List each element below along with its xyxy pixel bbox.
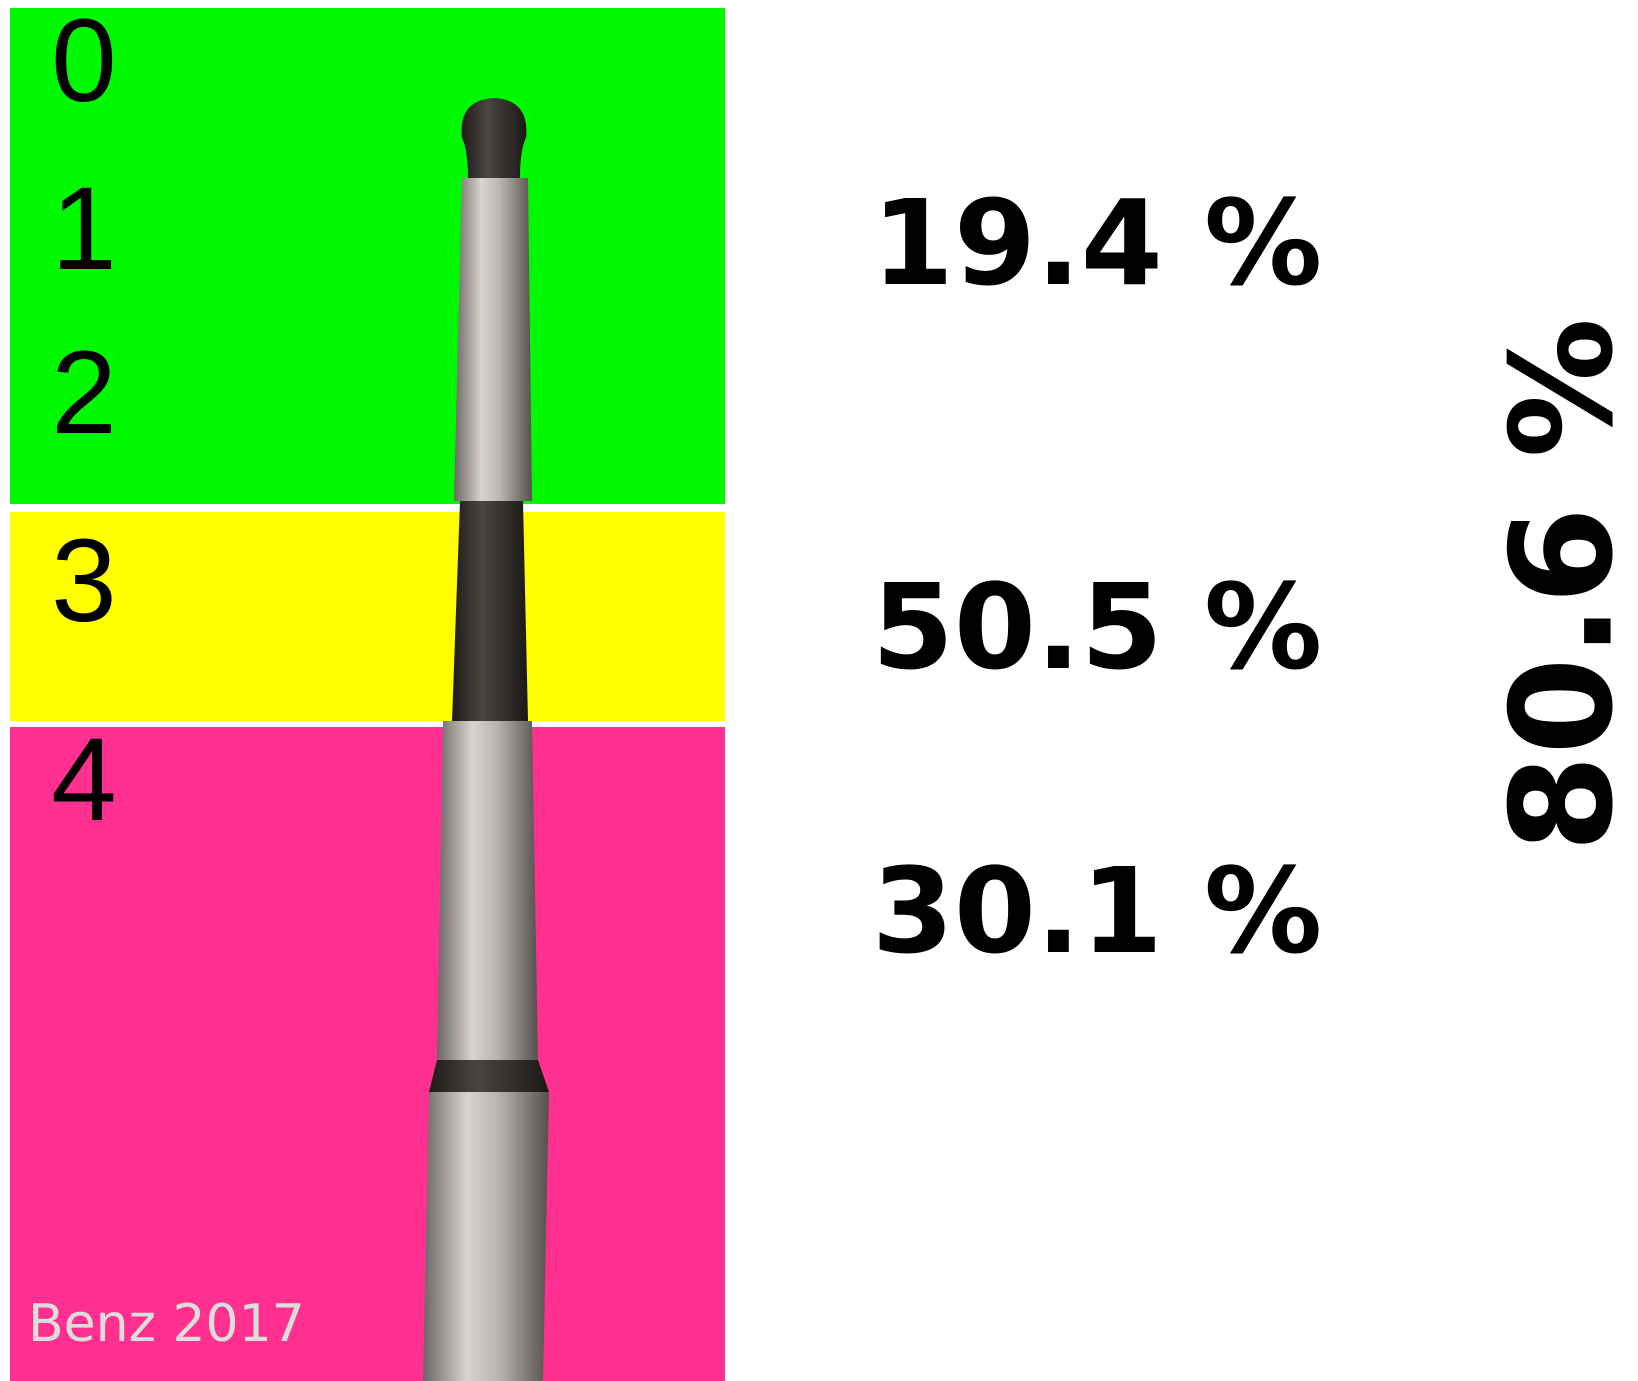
group-percent: 19.4 % bbox=[872, 174, 1322, 312]
figure: 0 1 2 3 4 19.4 % 50.5 % 30.1 % 80.6 % Be… bbox=[0, 0, 1638, 1381]
credit: Benz 2017 bbox=[28, 1294, 305, 1354]
level-label: 4 bbox=[51, 714, 117, 846]
green-band bbox=[10, 8, 725, 504]
level-label: 0 bbox=[51, 0, 117, 127]
group-percent: 30.1 % bbox=[872, 842, 1322, 980]
total-percent: 80.6 % bbox=[1482, 318, 1638, 852]
yellow-band bbox=[10, 512, 725, 721]
level-label: 1 bbox=[51, 163, 117, 295]
group-percent: 50.5 % bbox=[872, 558, 1322, 696]
pink-band bbox=[10, 727, 725, 1381]
level-label: 2 bbox=[51, 327, 117, 459]
level-label: 3 bbox=[51, 515, 117, 647]
